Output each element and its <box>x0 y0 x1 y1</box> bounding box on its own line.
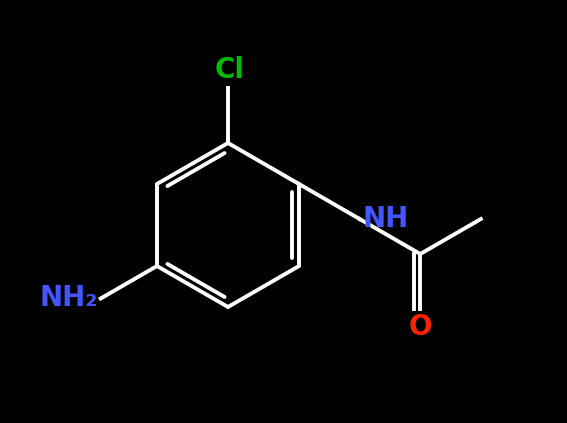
Text: NH: NH <box>363 205 409 233</box>
Text: NH₂: NH₂ <box>39 285 98 313</box>
Text: Cl: Cl <box>215 56 245 84</box>
Text: O: O <box>408 313 432 341</box>
